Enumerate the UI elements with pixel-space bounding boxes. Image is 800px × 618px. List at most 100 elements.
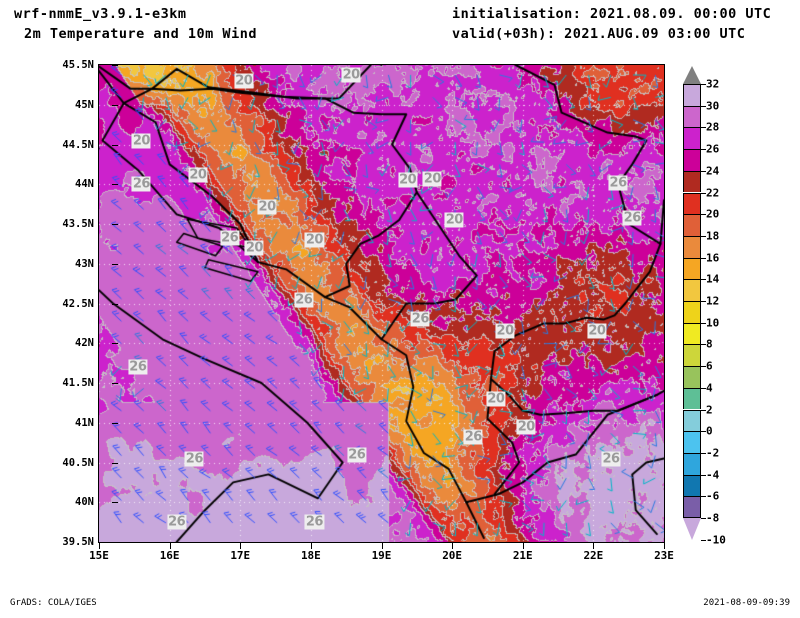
colorbar-tick-label: 22 [706,186,720,199]
colorbar-tick-label: 28 [706,120,720,134]
y-axis-tick-mark [112,144,118,146]
y-axis-tick-label: 40.5N [62,456,94,469]
contour-label: 20 [495,323,515,339]
colorbar-tick-label: 10 [706,316,720,330]
x-axis-tick-label: 21E [512,549,533,562]
x-axis-tick-mark [593,543,595,549]
colorbar-tick-mark [701,518,706,519]
colorbar-tick-mark [701,344,706,346]
colorbar-tick-mark [701,474,706,476]
colorbar-tick-label: 30 [706,99,720,113]
colorbar-band [683,366,701,388]
y-axis-tick-label: 42N [75,337,94,350]
colorbar-band [683,301,701,323]
contour-label: 20 [486,391,506,407]
x-axis-tick-label: 17E [230,549,251,562]
colorbar-tick-mark [701,366,706,368]
colorbar-over-arrow [683,66,701,84]
colorbar-band [683,170,701,193]
colorbar-band [683,105,701,128]
colorbar-tick-label: 24 [706,164,720,178]
x-axis-tick-label: 16E [159,549,180,562]
colorbar-tick-label: 16 [706,251,720,265]
y-axis-tick-label: 44.5N [62,138,94,151]
colorbar-tick-label: 14 [706,272,720,286]
y-axis-tick-mark [112,184,118,186]
footer-timestamp: 2021-08-09-09:39 [703,598,790,608]
colorbar-tick-label: 6 [706,359,713,373]
contour-label: 26 [347,447,367,463]
colorbar-tick-label: -6 [706,489,720,503]
x-axis-tick-mark [381,543,383,549]
y-axis-tick-mark [112,343,118,345]
x-axis-tick-label: 15E [89,549,109,562]
y-axis-tick-label: 41N [75,416,94,429]
y-axis-tick-label: 43.5N [62,218,94,230]
contour-label: 26 [184,451,204,467]
y-axis-tick-mark [112,542,118,543]
y-axis-tick-mark [112,263,118,265]
y-axis-tick-label: 44N [75,178,94,191]
contour-label: 26 [622,210,642,226]
valid-time: valid(+03h): 2021.AUG.09 03:00 UTC [452,26,746,42]
colorbar-tick-mark [701,279,706,281]
y-axis-tick-label: 45N [75,98,94,111]
colorbar-band [683,192,701,215]
colorbar-tick-mark [701,149,706,151]
y-axis-tick-label: 41.5N [62,377,94,389]
contour-label: 20 [422,171,442,187]
y-axis-tick-mark [112,422,118,424]
x-axis-tick-mark [522,543,524,549]
contour-label: 26 [608,175,628,191]
colorbar-tick-mark [701,170,706,172]
model-title: wrf-nmmE_v3.9.1-e3km [14,6,187,22]
colorbar-tick-label: -2 [706,446,720,460]
x-axis-labels: 15E 16E 17E 18E 19E 20E 21E 22E 23E [0,547,800,565]
colorbar-tick-mark [701,127,706,129]
y-axis-tick-mark [112,104,118,106]
contour-label: 20 [341,67,361,83]
x-axis-tick-label: 18E [300,549,321,562]
colorbar-band [683,452,701,475]
y-axis-tick-label: 40N [75,496,94,509]
colorbar-tick-label: 4 [706,381,713,395]
x-axis-tick-label: 23E [654,549,674,562]
colorbar-band [683,387,701,410]
colorbar [683,84,701,518]
colorbar-band [683,344,701,367]
colorbar-band [683,235,701,258]
colorbar-tick-label: 32 [706,77,720,91]
colorbar-tick-mark [701,539,706,541]
y-axis-tick-mark [112,502,118,504]
x-axis-tick-mark [240,543,242,549]
y-axis-tick-label: 43N [75,257,94,270]
y-axis-labels: 45.5N 45N 44.5N 44N 43.5N 43N 42.5N 42N 41.5N 41N… [20,59,118,548]
colorbar-under-arrow [683,518,701,540]
colorbar-tick-mark [701,452,706,454]
footer-credit: GrADS: COLA/IGES [10,598,97,608]
contour-label: 26 [601,451,621,467]
y-axis-tick-mark [112,65,118,66]
x-axis-tick-mark [664,543,665,549]
x-axis-tick-label: 19E [371,549,392,562]
colorbar-tick-mark [701,192,706,194]
colorbar-tick-label: 8 [706,337,713,351]
x-axis-tick-mark [169,543,171,549]
colorbar-tick-label: 0 [706,424,713,438]
colorbar-band [683,257,701,280]
colorbar-band [683,431,701,453]
x-axis-tick-label: 22E [583,549,604,562]
colorbar-tick-mark [701,496,706,498]
colorbar-tick-mark [701,387,706,389]
colorbar-tick-mark [701,409,706,411]
colorbar-tick-mark [701,214,706,216]
y-axis-tick-mark [112,224,118,225]
colorbar-tick-mark [701,105,706,107]
colorbar-tick-label: 2 [706,403,713,416]
colorbar-band [683,409,701,432]
colorbar-tick-mark [701,431,706,433]
contour-label: 26 [167,514,187,530]
contour-label: 20 [304,232,324,248]
contour-label: 26 [128,359,148,375]
contour-label: 20 [188,167,208,183]
